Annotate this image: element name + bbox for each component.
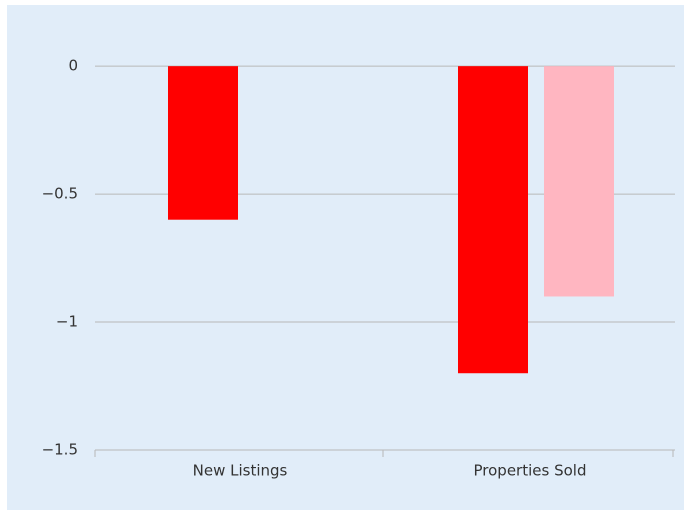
y-tick-label: −1.5 bbox=[42, 441, 78, 459]
bar bbox=[458, 66, 528, 374]
y-tick-label: 0 bbox=[68, 57, 78, 75]
y-tick-label: −0.5 bbox=[42, 185, 78, 203]
x-tick-label: Properties Sold bbox=[474, 462, 587, 480]
bar bbox=[544, 66, 614, 297]
bar bbox=[168, 66, 238, 220]
x-tick-label: New Listings bbox=[193, 462, 288, 480]
y-tick-label: −1 bbox=[56, 313, 78, 331]
